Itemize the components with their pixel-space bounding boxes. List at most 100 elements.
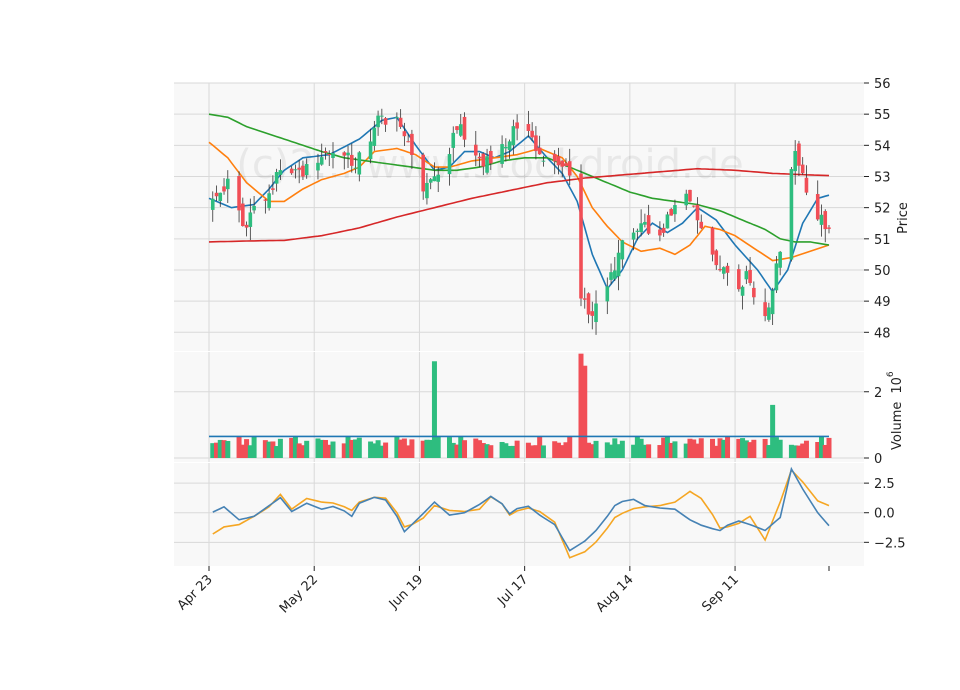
volume-bar <box>296 443 302 458</box>
candle-body <box>447 154 452 175</box>
candle-body <box>714 250 719 266</box>
candle-body <box>327 154 332 156</box>
y-tick-label: 54 <box>874 139 891 154</box>
candle-body <box>797 143 801 166</box>
volume-bar <box>747 442 753 458</box>
candle-body <box>271 188 275 190</box>
candle-body <box>710 227 715 255</box>
candle-body <box>398 117 403 127</box>
candle-body <box>695 204 700 221</box>
candle-body <box>406 141 410 143</box>
volume-bar <box>383 442 389 458</box>
candle-body <box>770 290 775 315</box>
volume-bar <box>612 438 618 458</box>
volume-bar <box>642 444 648 458</box>
volume-bar <box>773 437 779 458</box>
x-tick-label: May 22 <box>277 572 321 616</box>
volume-bar <box>698 438 704 458</box>
candle-body <box>646 215 651 234</box>
y-tick-label: 0.0 <box>874 507 895 522</box>
volume-bar <box>740 438 746 458</box>
volume-bar <box>341 443 347 458</box>
candle-body <box>357 152 362 175</box>
candle-body <box>774 263 779 291</box>
price-gridlines <box>174 82 864 351</box>
candle-body <box>793 150 797 172</box>
volume-bar <box>555 442 561 458</box>
volume-bar <box>330 441 336 458</box>
candle-body <box>737 269 741 290</box>
candle-body <box>586 293 591 315</box>
candle-body <box>380 115 384 117</box>
volume-bar <box>766 445 772 458</box>
volume-bar <box>319 439 325 458</box>
y-tick-label: 50 <box>874 264 891 279</box>
volume-bar <box>488 445 494 458</box>
volume-label-text: Volume <box>890 402 905 450</box>
candle-body <box>530 130 534 138</box>
candle-body <box>316 162 320 171</box>
candle-body <box>665 214 670 229</box>
x-tick-label: Sep 11 <box>699 572 742 615</box>
candle-body <box>485 156 489 173</box>
candle-body <box>669 209 673 216</box>
volume-axis-ticks: 02 <box>864 386 882 467</box>
volume-bar <box>672 441 678 458</box>
volume-bar <box>240 444 246 458</box>
candle-body <box>500 144 504 164</box>
oscillator-axis-ticks: −2.5 0.0 2.5 <box>864 477 906 551</box>
candle-body <box>590 311 595 316</box>
moving-average-line <box>208 167 830 243</box>
volume-bar <box>713 445 719 458</box>
volume-bar <box>431 361 437 458</box>
volume-bar <box>788 444 794 458</box>
volume-bar <box>322 439 328 458</box>
candle-body <box>473 144 478 156</box>
volume-bar <box>480 443 486 458</box>
candle-body <box>319 157 324 165</box>
volume-bar <box>277 438 283 458</box>
candle-body <box>432 176 437 182</box>
candle-body <box>421 154 425 192</box>
candle-body <box>567 161 572 176</box>
volume-bar <box>586 442 592 458</box>
volume-bar <box>450 442 456 458</box>
candle-body <box>639 223 643 233</box>
candle-body <box>507 141 512 151</box>
volume-bar <box>401 438 407 458</box>
y-tick-label: 2 <box>874 386 882 401</box>
candle-body <box>699 221 704 229</box>
y-tick-label: 2.5 <box>874 477 895 492</box>
volume-bar <box>563 442 569 458</box>
volume-bar <box>424 439 430 458</box>
volume-bar <box>537 436 543 458</box>
candle-body <box>673 205 677 215</box>
volume-bar <box>567 436 573 458</box>
volume-bar <box>428 439 434 458</box>
candle-body <box>688 189 692 202</box>
candle-body <box>534 135 538 152</box>
volume-bar <box>507 445 513 458</box>
volume-bar <box>661 437 667 458</box>
volume-bar <box>375 440 381 458</box>
candle-body <box>613 270 617 279</box>
candle-body <box>504 146 508 149</box>
candle-body <box>643 221 647 225</box>
volume-bar <box>593 440 599 458</box>
volume-bar <box>420 440 426 458</box>
candle-body <box>684 193 689 206</box>
y-tick-label: 48 <box>874 326 891 341</box>
candle-body <box>455 126 459 131</box>
candle-body <box>560 160 565 167</box>
candle-body <box>537 147 542 155</box>
volume-bar <box>815 442 821 458</box>
candle-body <box>252 205 256 211</box>
volume-exponent-power: 6 <box>886 371 896 377</box>
x-tick-label: Jun 19 <box>386 572 426 612</box>
volume-bar <box>687 438 693 458</box>
candle-body <box>214 192 219 197</box>
candle-body <box>725 265 730 273</box>
y-tick-label: 51 <box>874 233 891 248</box>
volume-bar <box>266 441 272 458</box>
candle-body <box>274 172 279 184</box>
